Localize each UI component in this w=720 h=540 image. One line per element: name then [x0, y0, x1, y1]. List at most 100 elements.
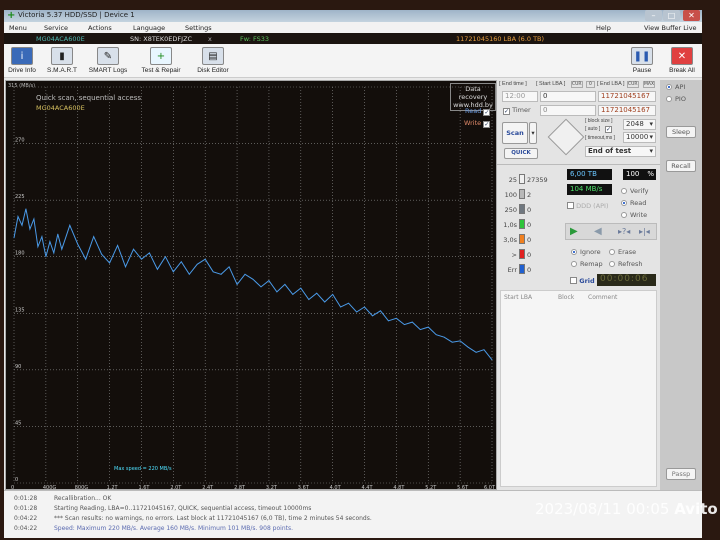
counter-label: 100 — [504, 191, 517, 199]
speed-point — [396, 317, 397, 319]
end-lba-input[interactable]: 11721045167 — [598, 91, 656, 102]
column-comment: Comment — [588, 294, 618, 301]
scan-dropdown-arrow[interactable]: ▾ — [529, 122, 537, 144]
x-tick-label: 1.6T — [138, 485, 150, 491]
write-checkbox[interactable]: ✓ — [483, 121, 491, 128]
log-time: 0:04:22 — [14, 515, 38, 522]
erase-radio[interactable]: Erase — [609, 248, 636, 256]
start-lba-label: [ Start LBA ] — [536, 81, 566, 87]
legend-write[interactable]: Write ✓ — [464, 119, 491, 128]
quick-button[interactable]: QUICK — [504, 148, 538, 159]
menu-menu[interactable]: Menu — [9, 24, 27, 32]
pause-button[interactable]: ❚❚ Pause — [628, 47, 656, 74]
x-tick-label: 2.4T — [202, 485, 214, 491]
elapsed-time-display: 00:00:06 — [597, 274, 656, 286]
block-size-select[interactable]: 2048 ▾ — [623, 119, 656, 130]
counter-label: Err — [507, 266, 517, 274]
log-message: Recallibration... OK — [54, 495, 112, 502]
skip-icon[interactable]: ▸?◂ — [618, 227, 631, 236]
ddd-api-checkbox[interactable]: DDD (API) — [567, 202, 609, 210]
y-unit-label: 315 (MB/s) — [8, 83, 36, 89]
pio-label: PIO — [675, 95, 686, 103]
smart-logs-button[interactable]: ✎ SMART Logs — [86, 47, 130, 74]
end-max-button[interactable]: MAX — [643, 81, 656, 88]
view-buffer-live[interactable]: View Buffer Live — [644, 24, 697, 32]
timer-checkbox[interactable]: ✓ Timer — [503, 106, 531, 115]
start-zero-button[interactable]: 0 — [586, 81, 595, 88]
victoria-window: + Victoria 5.37 HDD/SSD | Device 1 – □ ✕… — [4, 10, 702, 538]
close-button[interactable]: ✕ — [683, 10, 700, 21]
test-repair-button[interactable]: + Test & Repair — [136, 47, 186, 74]
end-time-input[interactable]: 12:00 — [502, 91, 538, 102]
playback-controls: ▶ ◀ ▸?◂ ▸|◂ — [565, 223, 657, 240]
speed-point — [164, 256, 166, 258]
timeout-select[interactable]: 10000 ▾ — [623, 132, 656, 143]
api-radio[interactable]: API — [666, 83, 685, 91]
refresh-radio[interactable]: Refresh — [609, 260, 643, 268]
drive-info-label: Drive Info — [8, 67, 36, 74]
drive-info-button[interactable]: i Drive Info — [4, 47, 40, 74]
verify-radio[interactable]: Verify — [621, 187, 648, 195]
remap-radio[interactable]: Remap — [571, 260, 603, 268]
legend-read[interactable]: Read ✓ — [465, 107, 491, 116]
counter-swatch — [519, 234, 525, 244]
menu-language[interactable]: Language — [133, 24, 166, 32]
counter-label: > — [511, 251, 517, 259]
recall-button[interactable]: Recall — [666, 160, 696, 172]
counter-value: 0 — [527, 236, 532, 244]
passp-button[interactable]: Passp — [666, 468, 696, 480]
percent-sign: % — [647, 170, 654, 178]
verify-label: Verify — [630, 187, 649, 195]
scan-button[interactable]: Scan — [502, 122, 528, 144]
menu-settings[interactable]: Settings — [185, 24, 212, 32]
counter-6: Err 0 — [501, 264, 531, 274]
pio-radio[interactable]: PIO — [666, 95, 686, 103]
read-label: Read — [630, 199, 647, 207]
reverse-icon[interactable]: ◀ — [594, 226, 602, 237]
speed-point — [172, 271, 174, 273]
end-icon[interactable]: ▸|◂ — [639, 227, 650, 236]
speed-point — [212, 271, 214, 273]
x-tick-label: 4.4T — [362, 485, 374, 491]
speed-point — [37, 246, 39, 248]
auto-checkbox[interactable]: ✓ — [605, 126, 612, 133]
x-tick-label: 2.0T — [170, 485, 182, 491]
end-action-select[interactable]: End of test ▾ — [585, 146, 656, 157]
speed-point — [21, 224, 23, 226]
counter-swatch — [519, 189, 525, 199]
menu-help[interactable]: Help — [596, 24, 611, 32]
play-icon[interactable]: ▶ — [570, 226, 578, 237]
auto-label: [ auto ] — [585, 126, 601, 132]
break-x-icon: ✕ — [671, 47, 693, 65]
log-time: 0:04:22 — [14, 525, 38, 532]
navigation-pad[interactable] — [547, 118, 585, 156]
disk-editor-button[interactable]: ▤ Disk Editor — [192, 47, 234, 74]
ignore-radio[interactable]: Ignore — [571, 248, 601, 256]
smart-button[interactable]: ▮ S.M.A.R.T — [44, 47, 80, 74]
minimize-button[interactable]: – — [645, 10, 662, 21]
speed-point — [276, 291, 278, 293]
speed-point — [29, 228, 31, 230]
sleep-button[interactable]: Sleep — [666, 126, 696, 138]
start-lba-input[interactable]: 0 — [540, 91, 596, 102]
speed-point — [372, 315, 373, 317]
speed-point — [411, 321, 413, 323]
maximize-button[interactable]: □ — [663, 10, 680, 21]
read-checkbox[interactable]: ✓ — [483, 109, 491, 116]
x-tick-label: 400G — [43, 485, 57, 491]
write-radio[interactable]: Write — [621, 211, 647, 219]
break-all-button[interactable]: ✕ Break All — [666, 47, 698, 74]
grid-checkbox[interactable]: Grid — [570, 277, 595, 285]
y-axis-label: MB/s — [21, 83, 34, 89]
speed-point — [380, 310, 381, 312]
start-cur-button[interactable]: CUR — [571, 81, 583, 88]
speed-point — [268, 280, 270, 281]
end-cur-button[interactable]: CUR — [627, 81, 639, 88]
menu-service[interactable]: Service — [44, 24, 69, 32]
speed-point — [53, 252, 55, 254]
defects-table[interactable]: Start LBA Block Comment — [500, 290, 657, 487]
menu-actions[interactable]: Actions — [88, 24, 112, 32]
read-radio[interactable]: Read — [621, 199, 646, 207]
data-recovery-link[interactable]: Data recovery www.hdd.by — [450, 83, 496, 111]
y-tick-label: 225 — [15, 194, 25, 200]
